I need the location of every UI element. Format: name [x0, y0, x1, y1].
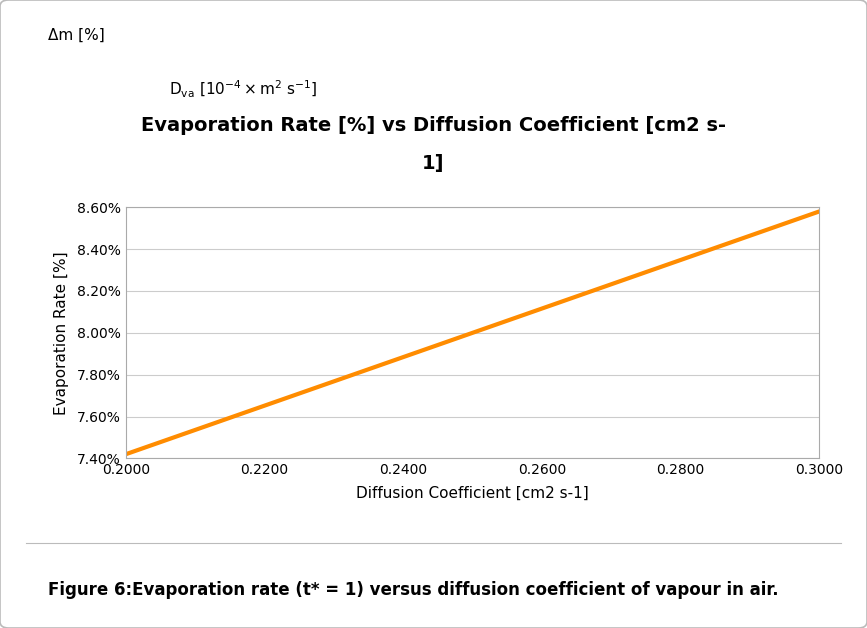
Text: $\mathrm{D_{va}}$ $[10^{-4} \times \mathrm{m^{2}\ s^{-1}}]$: $\mathrm{D_{va}}$ $[10^{-4} \times \math… [169, 78, 317, 100]
Text: Evaporation Rate [%] vs Diffusion Coefficient [cm2 s-: Evaporation Rate [%] vs Diffusion Coeffi… [141, 116, 726, 135]
Text: 1]: 1] [422, 154, 445, 173]
Text: Figure 6:Evaporation rate (t* = 1) versus diffusion coefficient of vapour in air: Figure 6:Evaporation rate (t* = 1) versu… [48, 581, 779, 599]
Y-axis label: Evaporation Rate [%]: Evaporation Rate [%] [54, 251, 68, 414]
X-axis label: Diffusion Coefficient [cm2 s-1]: Diffusion Coefficient [cm2 s-1] [356, 485, 589, 501]
Text: Δm [%]: Δm [%] [48, 28, 104, 43]
